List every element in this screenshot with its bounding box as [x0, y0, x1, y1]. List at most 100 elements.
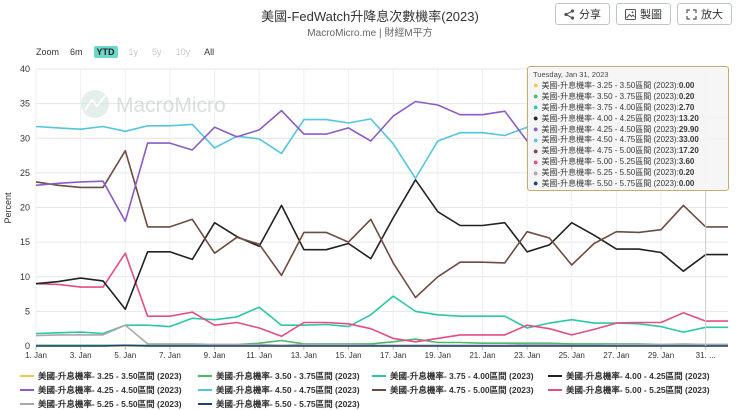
- legend-swatch-icon: [548, 375, 562, 377]
- x-ticks: 1. Jan 3. Jan 5. Jan 7. Jan 9. Jan 11. Jan 13.…: [25, 346, 716, 360]
- tooltip-row-value: 0.00: [678, 178, 695, 188]
- tooltip-row-label: 美國-升息機率- 4.25 - 4.50區間 (2023):: [541, 124, 679, 134]
- legend-item-9[interactable]: 美國-升息機率- 5.25 - 5.50區間 (2023): [20, 398, 182, 410]
- legend-swatch-icon: [198, 375, 212, 377]
- x-tick-label: 3. Jan: [70, 351, 92, 360]
- share-icon: [564, 8, 575, 20]
- legend-item-6[interactable]: 美國-升息機率- 4.50 - 4.75區間 (2023): [198, 384, 360, 396]
- legend-swatch-icon: [20, 375, 34, 377]
- x-tick-label: 1. Jan: [25, 351, 47, 360]
- legend-swatch-icon: [20, 403, 34, 405]
- legend-label: 美國-升息機率- 3.25 - 3.50區間 (2023): [38, 371, 182, 381]
- y-tick-label: 25: [20, 168, 30, 178]
- tooltip-row-label: 美國-升息機率- 5.50 - 5.75區間 (2023):: [541, 178, 679, 188]
- legend-item-5[interactable]: 美國-升息機率- 4.25 - 4.50區間 (2023): [20, 384, 182, 396]
- tooltip-row: ● 美國-升息機率- 4.25 - 4.50區間 (2023): 29.90: [533, 124, 723, 135]
- tooltip-row: ● 美國-升息機率- 3.75 - 4.00區間 (2023): 2.70: [533, 102, 723, 113]
- tooltip-row-label: 美國-升息機率- 4.00 - 4.25區間 (2023):: [541, 113, 679, 123]
- x-tick-label: 15. Jan: [335, 351, 361, 360]
- tooltip-row: ● 美國-升息機率- 5.50 - 5.75區間 (2023): 0.00: [533, 178, 723, 189]
- chart-title: 美國-FedWatch升降息次數機率(2023): [261, 9, 479, 24]
- x-tick-label: 25. Jan: [559, 351, 585, 360]
- x-tick-label: 23. Jan: [514, 351, 540, 360]
- tooltip-row-label: 美國-升息機率- 5.25 - 5.50區間 (2023):: [541, 168, 679, 178]
- series-line-8: [35, 252, 728, 343]
- legend-item-2[interactable]: 美國-升息機率- 3.50 - 3.75區間 (2023): [198, 370, 360, 382]
- tooltip-row-value: 13.20: [678, 113, 699, 123]
- tooltip-dot-icon: ●: [533, 102, 539, 113]
- zoom-selector: Zoom 6m YTD 1y 5y 10y All: [36, 46, 217, 58]
- tooltip-row-value: 17.20: [678, 146, 699, 156]
- tooltip-row-value: 33.00: [678, 135, 699, 145]
- legend-item-4[interactable]: 美國-升息機率- 4.00 - 4.25區間 (2023): [548, 370, 710, 382]
- tooltip-row-label: 美國-升息機率- 4.75 - 5.00區間 (2023):: [541, 146, 679, 156]
- legend-label: 美國-升息機率- 4.00 - 4.25區間 (2023): [566, 371, 710, 381]
- legend-item-7[interactable]: 美國-升息機率- 4.75 - 5.00區間 (2023): [372, 384, 534, 396]
- tooltip-row-value: 0.00: [678, 80, 695, 90]
- share-button[interactable]: 分享: [555, 3, 610, 25]
- legend-label: 美國-升息機率- 5.00 - 5.25區間 (2023): [566, 385, 710, 395]
- watermark: MacroMicro: [81, 90, 226, 118]
- y-tick-label: 40: [20, 64, 30, 74]
- y-tick-label: 15: [20, 237, 30, 247]
- y-tick-label: 30: [20, 133, 30, 143]
- tooltip-row-label: 美國-升息機率- 4.50 - 4.75區間 (2023):: [541, 135, 679, 145]
- share-label: 分享: [579, 9, 601, 21]
- legend-label: 美國-升息機率- 5.50 - 5.75區間 (2023): [216, 399, 360, 409]
- tooltip-row-label: 美國-升息機率- 3.25 - 3.50區間 (2023):: [541, 80, 679, 90]
- zoom-all[interactable]: All: [204, 47, 215, 57]
- tooltip-row: ● 美國-升息機率- 4.00 - 4.25區間 (2023): 13.20: [533, 113, 723, 124]
- y-tick-label: 10: [20, 272, 30, 282]
- x-tick-label: 19. Jan: [425, 351, 451, 360]
- tooltip-row-label: 美國-升息機率- 3.75 - 4.00區間 (2023):: [541, 102, 679, 112]
- tooltip-dot-icon: ●: [533, 134, 539, 145]
- expand-button[interactable]: 放大: [677, 3, 732, 25]
- zoom-10y: 10y: [175, 47, 191, 57]
- legend-label: 美國-升息機率- 4.50 - 4.75區間 (2023): [216, 385, 360, 395]
- legend-item-1[interactable]: 美國-升息機率- 3.25 - 3.50區間 (2023): [20, 370, 182, 382]
- watermark-logo-icon: [81, 90, 109, 118]
- export-image-button[interactable]: 製圖: [616, 3, 671, 25]
- tooltip-dot-icon: ●: [533, 80, 539, 91]
- tooltip-row: ● 美國-升息機率- 4.50 - 4.75區間 (2023): 33.00: [533, 134, 723, 145]
- x-tick-label: 21. Jan: [469, 351, 495, 360]
- y-ticks: 0 5 10 15 20 25 30 35 40: [20, 64, 30, 351]
- tooltip-row-label: 美國-升息機率- 5.00 - 5.25區間 (2023):: [541, 157, 679, 167]
- legend-swatch-icon: [372, 375, 386, 377]
- tooltip-dot-icon: ●: [533, 91, 539, 102]
- x-tick-label: 31. ...: [696, 351, 716, 360]
- tooltip-date: Tuesday, Jan 31, 2023: [533, 70, 609, 79]
- zoom-5y: 5y: [152, 47, 162, 57]
- series-line-4: [35, 179, 728, 311]
- x-tick-label: 11. Jan: [246, 351, 272, 360]
- y-tick-label: 5: [25, 306, 30, 316]
- legend-item-3[interactable]: 美國-升息機率- 3.75 - 4.00區間 (2023): [372, 370, 534, 382]
- watermark-text: MacroMicro: [116, 94, 226, 117]
- legend-label: 美國-升息機率- 3.50 - 3.75區間 (2023): [216, 371, 360, 381]
- tooltip-row: ● 美國-升息機率- 3.25 - 3.50區間 (2023): 0.00: [533, 80, 723, 91]
- legend-item-10[interactable]: 美國-升息機率- 5.50 - 5.75區間 (2023): [198, 398, 360, 410]
- zoom-label: Zoom: [36, 47, 60, 57]
- tooltip-row-value: 3.60: [678, 157, 695, 167]
- x-tick-label: 29. Jan: [648, 351, 674, 360]
- y-tick-label: 0: [25, 341, 30, 351]
- zoom-ytd[interactable]: YTD: [93, 46, 118, 58]
- tooltip-dot-icon: ●: [533, 124, 539, 134]
- tooltip-dot-icon: ●: [533, 145, 539, 156]
- chart-subtitle: MacroMicro.me | 財經M平方: [307, 28, 433, 39]
- tooltip-row-label: 美國-升息機率- 3.50 - 3.75區間 (2023):: [541, 91, 679, 101]
- tooltip-dot-icon: ●: [533, 178, 539, 189]
- image-label: 製圖: [640, 9, 662, 21]
- tooltip-row-value: 0.20: [678, 168, 695, 178]
- legend-label: 美國-升息機率- 5.25 - 5.50區間 (2023): [38, 399, 182, 409]
- x-tick-label: 17. Jan: [380, 351, 406, 360]
- tooltip-row-value: 29.90: [678, 124, 699, 134]
- series-line-10: [36, 344, 728, 347]
- legend-swatch-icon: [20, 389, 34, 391]
- legend-item-8[interactable]: 美國-升息機率- 5.00 - 5.25區間 (2023): [548, 384, 710, 396]
- toolbar: 分享 製圖 放大: [555, 3, 732, 25]
- x-tick-label: 27. Jan: [603, 351, 629, 360]
- tooltip-rows: ● 美國-升息機率- 3.25 - 3.50區間 (2023): 0.00 ● 美國-…: [533, 80, 723, 189]
- zoom-6m[interactable]: 6m: [70, 47, 83, 57]
- legend-label: 美國-升息機率- 4.25 - 4.50區間 (2023): [38, 385, 182, 395]
